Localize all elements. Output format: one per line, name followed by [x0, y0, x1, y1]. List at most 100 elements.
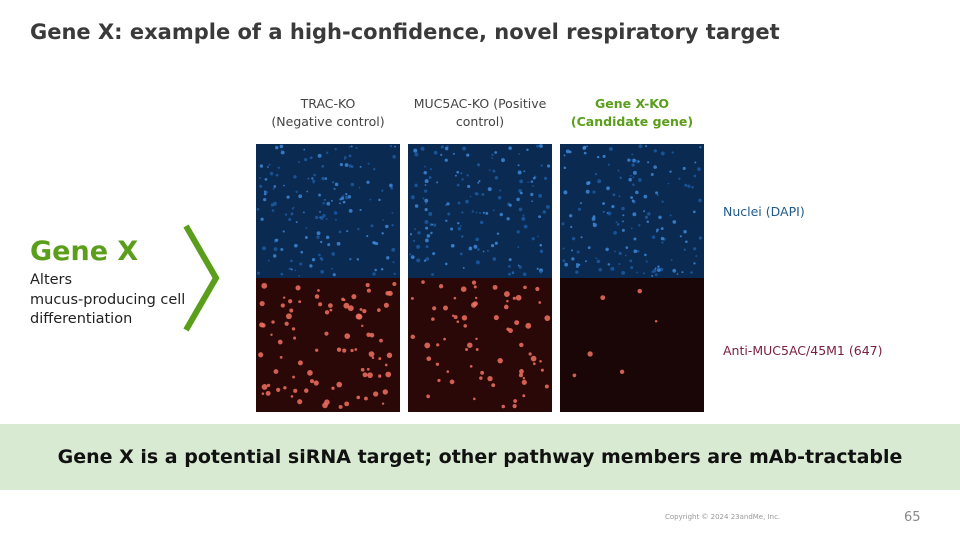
nucleus-dot [445, 219, 448, 222]
nucleus-dot [317, 153, 322, 158]
mucus-dot [270, 333, 273, 336]
nucleus-dot [621, 206, 625, 211]
nucleus-dot [655, 191, 659, 195]
nucleus-dot [607, 211, 612, 216]
mucus-dot [637, 288, 642, 294]
mucus-dot [297, 399, 303, 405]
nucleus-dot [392, 261, 395, 264]
nucleus-dot [456, 183, 460, 187]
nucleus-dot [420, 146, 425, 151]
nucleus-dot [592, 222, 595, 225]
nucleus-dot [348, 258, 352, 261]
mucus-dot [277, 339, 283, 345]
nucleus-dot [433, 150, 438, 155]
nucleus-dot [697, 167, 701, 171]
nucleus-dot [304, 236, 308, 239]
nucleus-dot [303, 148, 306, 151]
nucleus-dot [319, 210, 321, 213]
nucleus-dot [334, 182, 339, 187]
nucleus-dot [366, 180, 370, 184]
nucleus-dot [327, 243, 331, 247]
nucleus-dot [660, 236, 665, 241]
nucleus-dot [426, 234, 431, 238]
nucleus-dot [602, 154, 606, 158]
nucleus-dot [275, 145, 279, 150]
nucleus-dot [311, 257, 316, 262]
nucleus-dot [485, 211, 489, 215]
mucus-dot [431, 317, 435, 321]
nucleus-dot [621, 228, 625, 232]
nucleus-dot [597, 179, 602, 184]
nucleus-dot [315, 215, 319, 220]
mucus-dot [453, 296, 457, 300]
banner-text: Gene X is a potential siRNA target; othe… [57, 446, 903, 468]
nucleus-dot [366, 235, 369, 238]
mucus-dot [473, 397, 476, 401]
nucleus-dot [561, 222, 565, 226]
mucus-dot [289, 308, 294, 313]
nucleus-dot [694, 161, 697, 164]
nucleus-dot [280, 272, 284, 276]
nucleus-dot [563, 154, 566, 157]
nucleus-dot [416, 244, 421, 249]
nucleus-dot [523, 170, 526, 173]
nucleus-dot [417, 231, 421, 235]
nucleus-dot [542, 210, 547, 214]
nucleus-dot [632, 212, 637, 217]
nucleus-dot [372, 272, 376, 276]
mucus-dot [365, 283, 370, 288]
gene-description: Alters mucus-producing cell differentiat… [30, 271, 185, 330]
mucus-dot [487, 375, 493, 382]
nucleus-dot [605, 247, 609, 252]
mucus-dot [410, 296, 414, 300]
nucleus-dot [631, 159, 634, 161]
nucleus-dot [602, 210, 605, 214]
nucleus-dot [661, 241, 664, 244]
nucleus-dot [450, 227, 454, 231]
nucleus-dot [511, 271, 515, 274]
nucleus-dot [300, 250, 304, 254]
nucleus-dot [305, 227, 308, 229]
nucleus-dot [518, 265, 522, 269]
nucleus-dot [629, 174, 632, 177]
nucleus-dot [540, 164, 543, 167]
nucleus-dot [424, 220, 429, 224]
mucus-dot [600, 295, 606, 301]
nucleus-dot [309, 156, 313, 160]
nucleus-dot [531, 237, 535, 241]
mucus-dot [324, 331, 329, 336]
nucleus-dot [508, 265, 511, 268]
mucus-dot [368, 351, 375, 357]
dapi-image [256, 144, 400, 278]
nucleus-dot [517, 264, 520, 267]
nucleus-dot [471, 210, 474, 213]
mucus-dot [271, 320, 275, 324]
nucleus-dot [268, 163, 271, 166]
nucleus-dot [670, 259, 673, 262]
nucleus-dot [624, 254, 627, 257]
mucus-dot [324, 399, 330, 405]
nucleus-dot [607, 163, 610, 166]
nucleus-dot [263, 192, 267, 196]
mucus-dot [532, 362, 536, 366]
nucleus-dot [474, 192, 478, 195]
header-line: MUC5AC-KO (Positive [413, 96, 547, 111]
nucleus-dot [331, 252, 336, 256]
nucleus-dot [630, 266, 634, 270]
nucleus-dot [532, 185, 535, 187]
mucus-dot [367, 372, 373, 379]
nucleus-dot [653, 165, 657, 169]
nucleus-dot [303, 157, 308, 162]
nucleus-dot [476, 163, 481, 167]
nucleus-dot [628, 177, 632, 182]
mucus-dot [360, 367, 365, 372]
nucleus-dot [622, 214, 625, 217]
nucleus-dot [518, 207, 523, 212]
nucleus-dot [389, 183, 393, 188]
mucus-dot [293, 336, 297, 340]
mucus-dot [456, 320, 460, 323]
nucleus-dot [425, 202, 427, 205]
mucus-dot [336, 381, 343, 388]
nucleus-dot [318, 193, 321, 197]
nucleus-dot [457, 201, 461, 205]
